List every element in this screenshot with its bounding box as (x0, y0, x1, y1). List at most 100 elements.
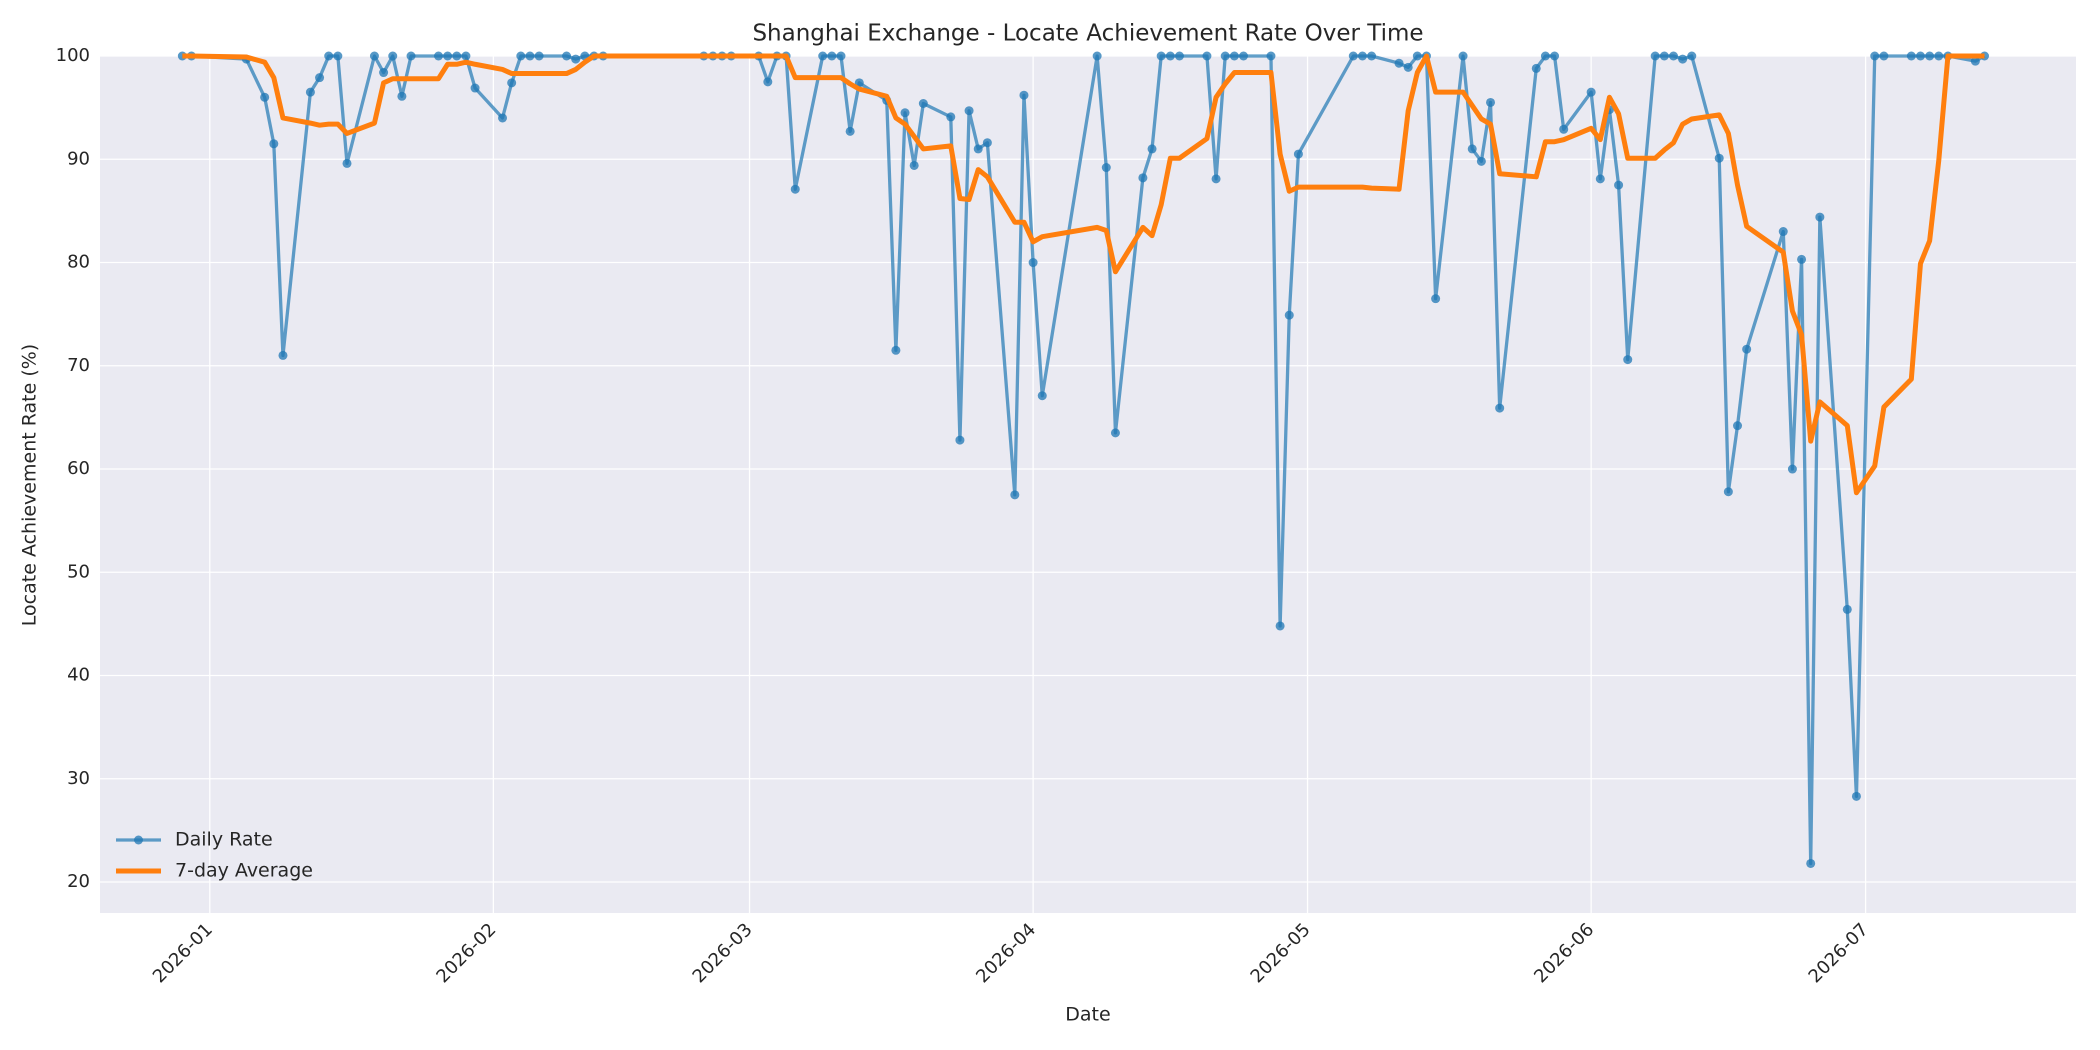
data-point (260, 92, 270, 102)
data-point (516, 51, 526, 61)
data-point (269, 139, 279, 149)
data-point (461, 51, 471, 61)
x-axis-label: Date (1065, 1004, 1110, 1026)
data-point (1678, 54, 1688, 64)
data-point (1101, 163, 1111, 173)
y-tick-label: 50 (67, 561, 90, 582)
data-point (763, 77, 773, 87)
data-point (443, 51, 453, 61)
legend-label: Daily Rate (175, 829, 273, 851)
plot-area (100, 56, 2076, 913)
data-point (406, 51, 416, 61)
y-tick-label: 30 (67, 768, 90, 789)
data-point (1284, 310, 1294, 320)
data-point (1467, 144, 1477, 154)
data-point (1668, 51, 1678, 61)
data-point (1915, 51, 1925, 61)
data-point (900, 108, 910, 118)
data-point (379, 68, 389, 78)
data-point (964, 106, 974, 116)
y-tick-label: 70 (67, 355, 90, 376)
data-point (973, 144, 983, 154)
data-point (525, 51, 535, 61)
y-axis-label: Locate Achievement Rate (%) (19, 344, 41, 626)
data-point (1559, 124, 1569, 134)
legend-marker (134, 835, 143, 845)
data-point (1879, 51, 1889, 61)
data-point (1934, 51, 1944, 61)
data-point (1156, 51, 1166, 61)
data-point (1019, 90, 1029, 100)
data-point (1906, 51, 1916, 61)
data-point (1239, 51, 1249, 61)
data-point (1614, 180, 1624, 190)
legend: Daily Rate 7-day Average (116, 829, 313, 882)
data-point (818, 51, 828, 61)
data-point (1211, 174, 1221, 184)
data-point (315, 73, 325, 83)
data-point (1925, 51, 1935, 61)
data-point (342, 158, 352, 168)
data-point (891, 345, 901, 355)
data-point (1357, 51, 1367, 61)
data-point (1412, 51, 1422, 61)
data-point (1586, 87, 1596, 97)
data-point (1486, 97, 1496, 107)
y-tick-label: 60 (67, 458, 90, 479)
data-point (982, 138, 992, 148)
data-point (1815, 212, 1825, 222)
y-tick-label: 40 (67, 665, 90, 686)
data-point (1110, 428, 1120, 438)
data-point (1138, 173, 1148, 183)
data-point (1806, 858, 1816, 868)
data-point (1229, 51, 1239, 61)
data-point (470, 83, 480, 93)
legend-label: 7-day Average (175, 860, 313, 882)
data-point (1037, 391, 1047, 401)
data-point (1778, 227, 1788, 237)
data-point (1623, 355, 1633, 365)
data-point (1220, 51, 1230, 61)
data-point (918, 98, 928, 108)
data-point (498, 113, 508, 123)
data-point (534, 51, 544, 61)
data-point (790, 184, 800, 194)
data-point (1531, 63, 1541, 73)
data-point (845, 126, 855, 136)
data-point (1870, 51, 1880, 61)
data-point (1714, 153, 1724, 163)
data-point (1851, 791, 1861, 801)
data-point (278, 350, 288, 360)
data-point (562, 51, 572, 61)
data-point (1687, 51, 1697, 61)
series-layer (177, 51, 1990, 868)
data-point (1010, 490, 1020, 500)
data-point (946, 112, 956, 122)
data-point (1540, 51, 1550, 61)
data-point (909, 160, 919, 170)
data-point (1842, 604, 1852, 614)
data-point (333, 51, 343, 61)
data-point (1650, 51, 1660, 61)
data-point (1348, 51, 1358, 61)
data-point (397, 91, 407, 101)
data-point (955, 435, 965, 445)
data-point (1431, 294, 1441, 304)
y-tick-label: 20 (67, 871, 90, 892)
data-point (1202, 51, 1212, 61)
data-point (305, 87, 315, 97)
data-point (1293, 149, 1303, 159)
data-point (1797, 254, 1807, 264)
data-point (507, 78, 517, 88)
y-tick-label: 80 (67, 252, 90, 273)
y-tick-label: 100 (56, 45, 90, 66)
data-point (1787, 464, 1797, 474)
data-point (1659, 51, 1669, 61)
data-point (1275, 621, 1285, 631)
data-point (324, 51, 334, 61)
y-tick-label: 90 (67, 148, 90, 169)
data-point (1092, 51, 1102, 61)
data-point (1266, 51, 1276, 61)
data-point (1165, 51, 1175, 61)
data-point (1403, 62, 1413, 72)
